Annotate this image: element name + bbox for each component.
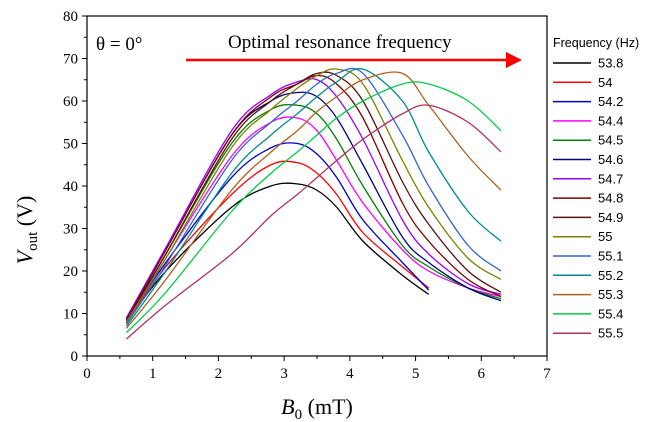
legend-label-53.8: 53.8 bbox=[598, 56, 623, 71]
legend-label-55: 55 bbox=[598, 229, 612, 244]
legend: Frequency (Hz) 53.8 54 54.2 54.4 54.5 54.6 54.… bbox=[553, 36, 639, 341]
series-line-54.5 bbox=[125, 103, 502, 321]
legend-label-55.1: 55.1 bbox=[598, 249, 623, 264]
y-tick-label-7: 70 bbox=[63, 52, 78, 68]
y-tick-label-5: 50 bbox=[63, 137, 78, 153]
series-line-54.7 bbox=[125, 78, 502, 319]
series-line-53.8 bbox=[125, 182, 430, 323]
legend-label-55.2: 55.2 bbox=[598, 268, 623, 283]
legend-label-54.7: 54.7 bbox=[598, 171, 623, 186]
legend-label-55.3: 55.3 bbox=[598, 287, 623, 302]
legend-label-54.9: 54.9 bbox=[598, 210, 623, 225]
x-tick-label-4: 4 bbox=[346, 366, 354, 382]
series-line-55.1 bbox=[125, 67, 502, 325]
x-tick-label-0: 0 bbox=[83, 366, 91, 382]
series-lines bbox=[125, 67, 502, 340]
series-line-55.2 bbox=[125, 67, 502, 327]
y-tick-label-8: 80 bbox=[63, 9, 78, 25]
legend-label-55.5: 55.5 bbox=[598, 326, 623, 341]
annotation-text: Optimal resonance frequency bbox=[228, 32, 452, 53]
legend-label-54.6: 54.6 bbox=[598, 152, 623, 167]
series-line-54 bbox=[125, 160, 430, 324]
legend-label-54: 54 bbox=[598, 75, 612, 90]
x-tick-label-2: 2 bbox=[215, 366, 223, 382]
y-tick-label-0: 0 bbox=[71, 349, 79, 365]
series-line-54.2 bbox=[125, 142, 430, 322]
series-line-55 bbox=[125, 68, 502, 323]
y-axis-title: Vout (V) bbox=[12, 196, 41, 265]
series-line-55.3 bbox=[125, 71, 502, 329]
series-line-54.8 bbox=[125, 74, 502, 321]
y-tick-label-6: 60 bbox=[63, 94, 78, 110]
legend-label-54.8: 54.8 bbox=[598, 191, 623, 206]
legend-label-54.4: 54.4 bbox=[598, 113, 623, 128]
series-line-54.4 bbox=[125, 116, 502, 323]
series-line-55.5 bbox=[126, 104, 502, 340]
annotation-arrow-head bbox=[506, 52, 522, 68]
x-tick-label-3: 3 bbox=[280, 366, 288, 382]
legend-title: Frequency (Hz) bbox=[553, 36, 639, 50]
x-tick-label-1: 1 bbox=[149, 366, 157, 382]
legend-label-54.2: 54.2 bbox=[598, 94, 623, 109]
legend-label-55.4: 55.4 bbox=[598, 306, 623, 321]
y-tick-label-1: 10 bbox=[63, 307, 78, 323]
series-line-55.4 bbox=[125, 81, 502, 334]
x-axis-title: B0 (mT) bbox=[281, 394, 353, 422]
x-tick-label-7: 7 bbox=[543, 366, 551, 382]
legend-label-54.5: 54.5 bbox=[598, 133, 623, 148]
plot-frame bbox=[86, 15, 548, 357]
y-tick-label-2: 20 bbox=[63, 264, 78, 280]
y-tick-label-3: 30 bbox=[63, 222, 78, 238]
y-tick-label-4: 40 bbox=[63, 179, 78, 195]
x-tick-label-5: 5 bbox=[412, 366, 420, 382]
x-tick-label-6: 6 bbox=[478, 366, 486, 382]
theta-label: θ = 0° bbox=[96, 34, 142, 55]
